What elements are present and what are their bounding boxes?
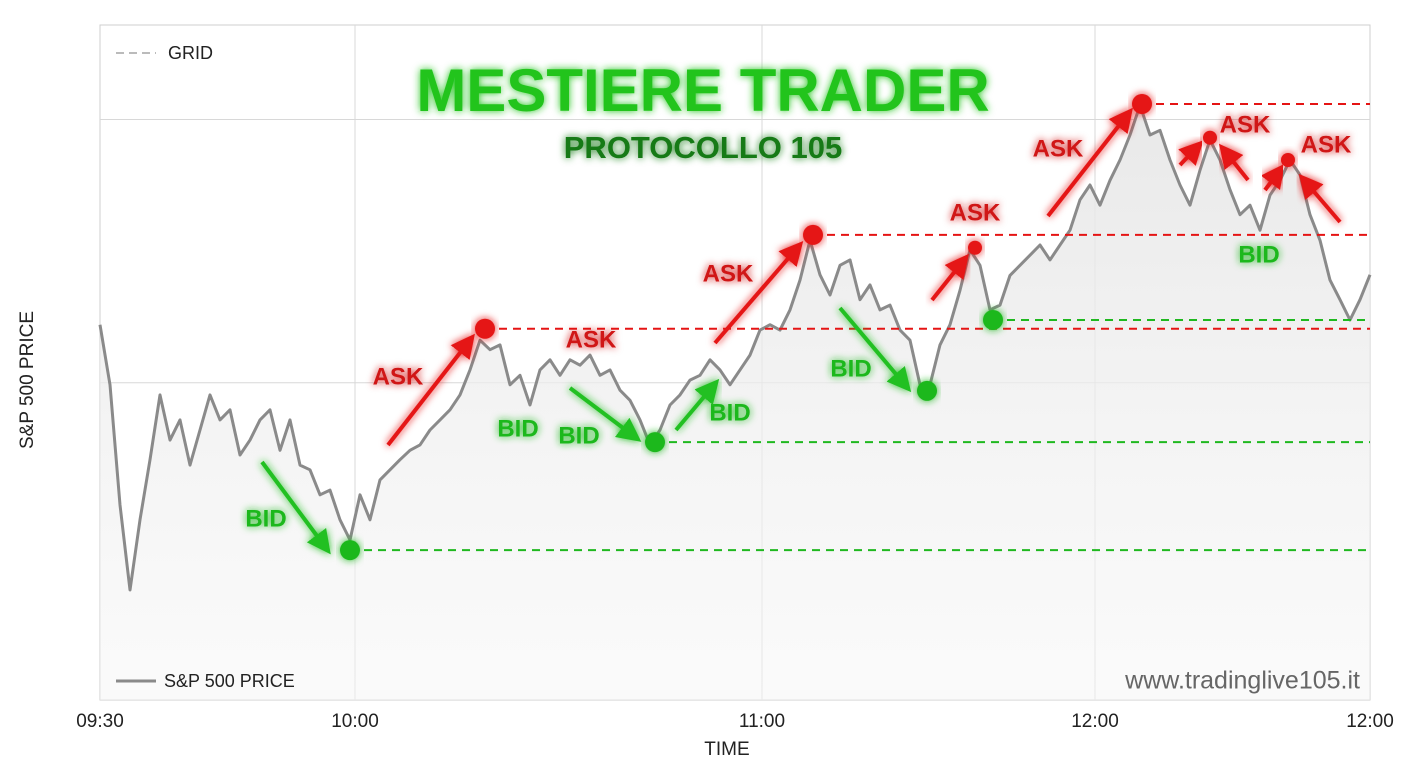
x-tick-label: 10:00: [331, 711, 379, 732]
x-tick-label: 12:00: [1071, 711, 1119, 732]
x-tick-label: 11:00: [739, 711, 785, 732]
signal-point: [968, 240, 982, 255]
annotation-arrow: [1046, 107, 1133, 218]
annotation-label: ASK: [1301, 131, 1352, 158]
signal-point: [645, 432, 665, 453]
annotation-label: ASK: [566, 326, 617, 353]
annotation-arrow: [674, 378, 720, 432]
annotation-label: BID: [558, 422, 599, 449]
chart-title: MESTIERE TRADER: [416, 57, 989, 124]
price-line: [98, 103, 1372, 592]
legend-grid-label: GRID: [168, 43, 213, 63]
legend-series-label: S&P 500 PRICE: [164, 671, 295, 691]
plot: [98, 93, 1372, 701]
annotation-arrow: [260, 460, 331, 555]
watermark: www.tradinglive105.it: [1124, 667, 1360, 695]
signal-point: [917, 380, 937, 401]
chart-subtitle: PROTOCOLLO 105: [564, 130, 843, 165]
annotations: BID ASK ASK BID BID BID ASK ASK BID ASK ASK ASK BID: [245, 107, 1352, 555]
annotation-arrow: [1260, 163, 1285, 192]
signal-point: [475, 318, 495, 339]
annotation-label: ASK: [950, 199, 1001, 226]
signal-point: [1132, 93, 1152, 114]
signal-point: [803, 224, 823, 245]
signal-point: [1203, 130, 1217, 145]
annotation-arrow: [568, 386, 642, 442]
price-area: [100, 105, 1370, 701]
annotation-arrow: [838, 306, 912, 393]
annotation-arrow: [1298, 173, 1342, 224]
x-tick-label: 12:00: [1346, 711, 1394, 732]
x-axis-label: TIME: [704, 739, 749, 760]
annotation-label: ASK: [373, 363, 424, 390]
signal-point: [1281, 153, 1295, 167]
signal-point: [983, 309, 1003, 330]
y-axis-label: S&P 500 PRICE: [17, 311, 38, 449]
annotation-label: ASK: [703, 260, 754, 287]
annotation-label: BID: [497, 415, 538, 442]
annotation-label: BID: [709, 399, 750, 426]
x-tick-label: 09:30: [76, 711, 124, 732]
annotation-label: BID: [245, 505, 286, 532]
annotation-arrow: [386, 333, 475, 447]
annotation-arrow: [1178, 140, 1204, 167]
signal-point: [340, 540, 360, 561]
annotation-label: BID: [1238, 241, 1279, 268]
annotation-arrow: [713, 240, 804, 345]
annotation-label: ASK: [1220, 111, 1271, 138]
annotation-arrow: [1219, 143, 1250, 182]
annotation-label: ASK: [1033, 135, 1084, 162]
annotation-arrow: [930, 253, 969, 302]
annotation-label: BID: [830, 355, 871, 382]
